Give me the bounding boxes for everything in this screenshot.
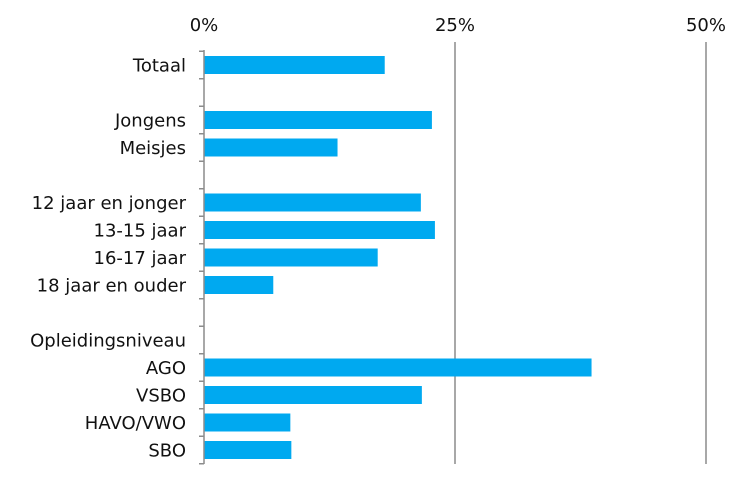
bar: [204, 248, 378, 267]
bar: [204, 276, 274, 294]
x-tick-label: 25%: [435, 15, 475, 36]
bar: [204, 413, 291, 432]
bar: [204, 386, 422, 404]
x-tick-label: 0%: [190, 15, 219, 36]
bar: [204, 221, 435, 239]
bar: [204, 358, 592, 377]
category-label: 18 jaar en ouder: [37, 276, 187, 297]
bar: [204, 193, 421, 212]
category-label: Jongens: [114, 111, 186, 132]
bars: [204, 56, 592, 459]
category-label: VSBO: [136, 386, 186, 407]
bar: [204, 56, 385, 74]
category-label: 16-17 jaar: [94, 248, 187, 269]
category-axis: [199, 50, 205, 465]
x-tick-labels: 0% 25% 50%: [190, 15, 726, 36]
category-label: HAVO/VWO: [85, 413, 186, 434]
gridlines: [454, 42, 707, 464]
category-label: 13-15 jaar: [94, 221, 187, 242]
category-label: Meisjes: [120, 138, 186, 159]
bar: [204, 111, 432, 129]
category-label: AGO: [146, 358, 186, 379]
category-labels: Totaal Jongens Meisjes 12 jaar en jonger 13-…: [30, 56, 186, 462]
category-label: Totaal: [132, 56, 186, 77]
category-label: 12 jaar en jonger: [32, 193, 187, 214]
bar: [204, 441, 292, 459]
category-label: Opleidingsniveau: [30, 331, 186, 352]
x-tick-label: 50%: [686, 15, 726, 36]
bar: [204, 138, 338, 157]
category-label: SBO: [148, 441, 186, 462]
